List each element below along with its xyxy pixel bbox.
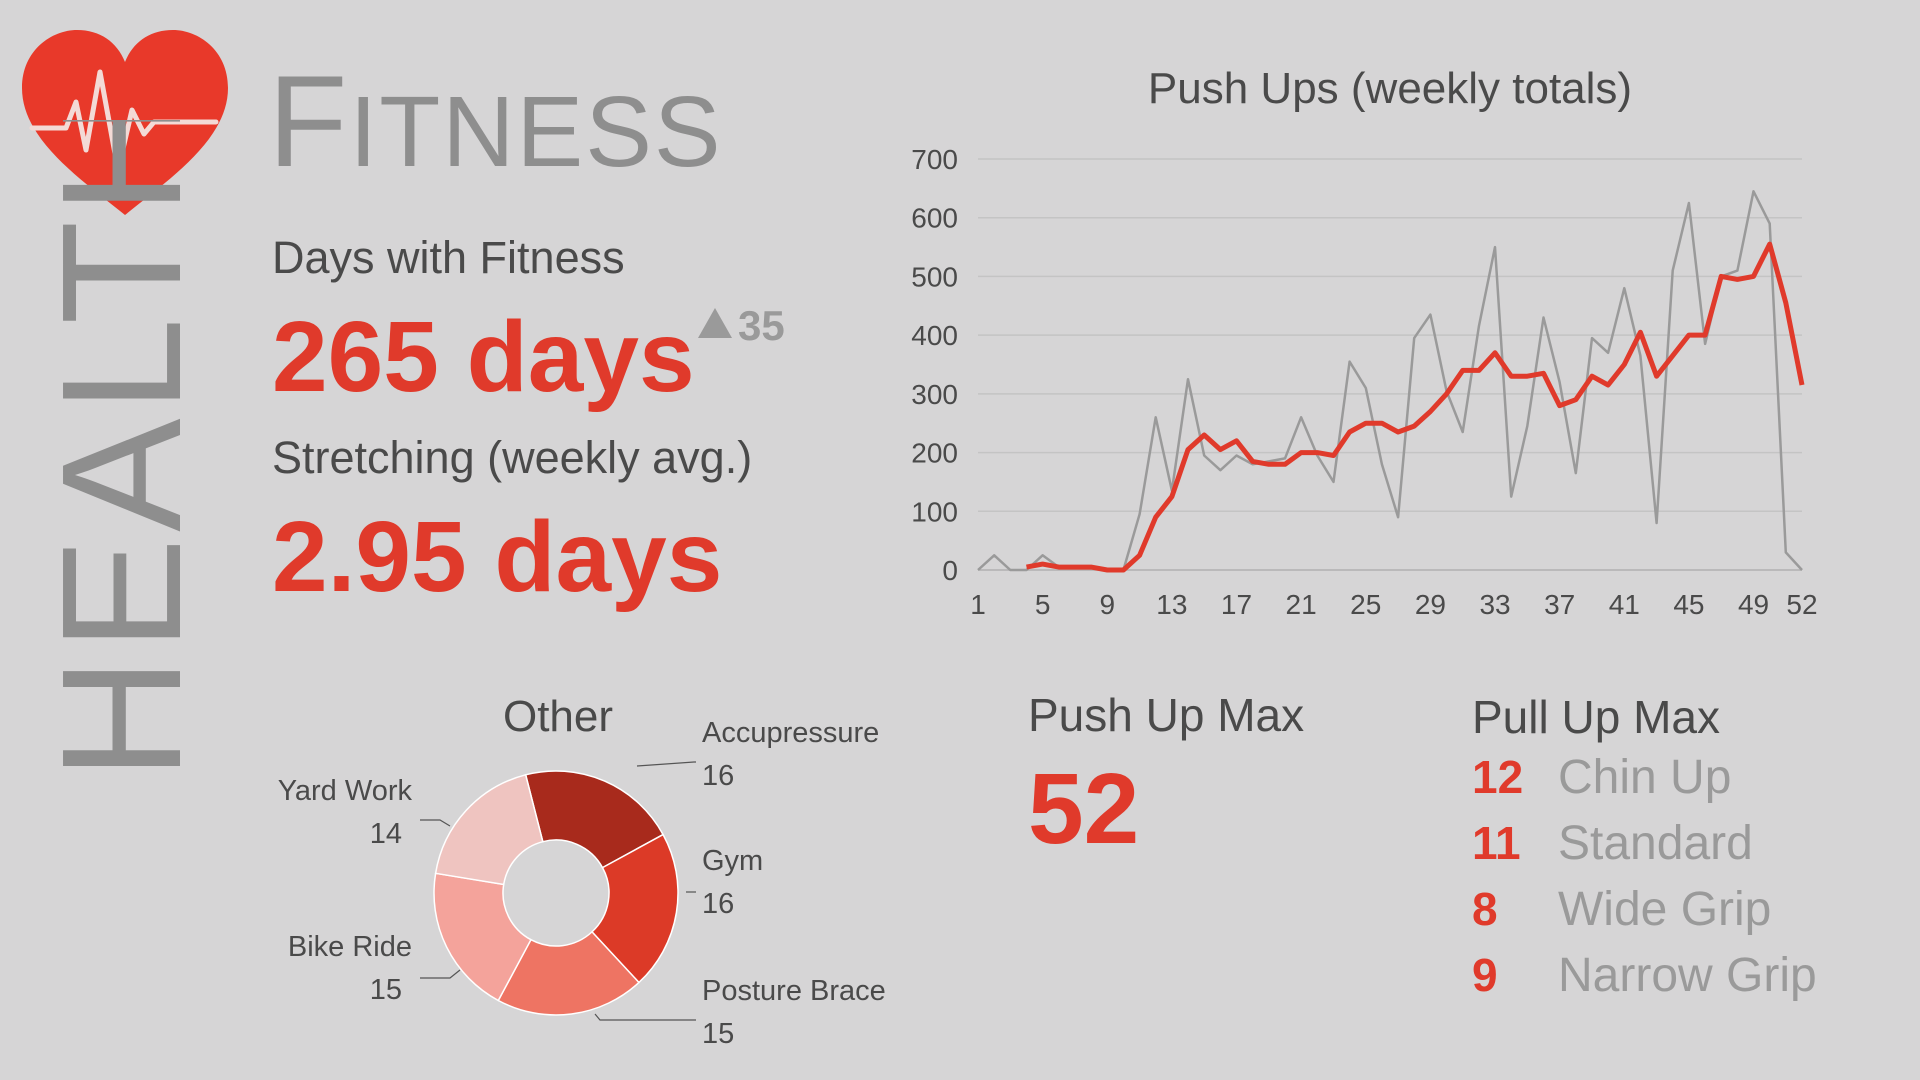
donut-slice-posture-brace (497, 930, 640, 1016)
x-tick-label: 21 (1286, 589, 1317, 620)
x-tick-label: 52 (1786, 589, 1817, 620)
donut-category-label: Bike Ride (288, 931, 412, 963)
y-tick-label: 0 (942, 555, 958, 586)
x-tick-label: 41 (1609, 589, 1640, 620)
days-with-fitness-label: Days with Fitness (272, 232, 625, 283)
stretching-value: 2.95 days (272, 501, 723, 613)
pull-up-count: 9 (1472, 949, 1498, 1001)
y-tick-label: 600 (911, 203, 958, 234)
page-title-initial: F (268, 48, 350, 194)
donut-value-label: 15 (370, 974, 402, 1006)
weekly-total-series-line (977, 190, 1803, 572)
donut-leader-line (420, 969, 461, 979)
chart-title: Push Ups (weekly totals) (1148, 64, 1632, 113)
donut-slice-bike-ride (433, 872, 532, 1002)
vertical-title-text: HEALTH (27, 120, 217, 780)
other-donut-chart: Other Accupressure 16 Gym 16 Posture Brace 15 B… (278, 692, 886, 1050)
donut-leader-line (594, 1013, 696, 1021)
donut-category-label: Gym (702, 845, 763, 877)
x-tick-label: 17 (1221, 589, 1252, 620)
pull-up-count: 8 (1472, 883, 1498, 935)
x-tick-label: 1 (970, 589, 986, 620)
donut-leader-line (420, 819, 451, 827)
donut-slice-accupressure (524, 770, 665, 869)
x-tick-label: 25 (1350, 589, 1381, 620)
heart-with-heartbeat-icon (22, 30, 228, 215)
moving-average-series-line (1026, 241, 1805, 573)
days-delta: 35 (698, 302, 785, 350)
y-tick-label: 400 (911, 320, 958, 351)
x-tick-label: 49 (1738, 589, 1769, 620)
donut-leader-line (636, 761, 696, 767)
x-tick-label: 37 (1544, 589, 1575, 620)
pull-up-row: 11 Standard (1472, 816, 1753, 876)
page-title-rest: ITNESS (349, 76, 723, 188)
pull-up-name: Chin Up (1558, 751, 1732, 804)
push-ups-line-chart: Push Ups (weekly totals) 0 100 200 300 400 500… (911, 64, 1817, 620)
pull-up-count: 11 (1472, 817, 1521, 869)
donut-value-label: 16 (702, 760, 734, 792)
pull-up-name: Narrow Grip (1558, 949, 1817, 1002)
x-tick-label: 9 (1099, 589, 1115, 620)
stretching-label: Stretching (weekly avg.) (272, 432, 753, 483)
x-tick-label: 5 (1035, 589, 1051, 620)
days-delta-value: 35 (738, 302, 785, 349)
push-up-max-label: Push Up Max (1028, 689, 1305, 741)
donut-value-label: 15 (702, 1018, 734, 1050)
vertical-page-title: HEALTH (27, 120, 217, 780)
donut-value-label: 16 (702, 888, 734, 920)
pull-up-row: 12 Chin Up (1472, 750, 1731, 810)
pull-up-count: 12 (1472, 751, 1524, 803)
y-tick-label: 700 (911, 144, 958, 175)
pull-up-max-label: Pull Up Max (1472, 691, 1720, 743)
pull-up-row: 8 Wide Grip (1472, 882, 1771, 942)
x-tick-label: 33 (1479, 589, 1510, 620)
y-tick-label: 200 (911, 438, 958, 469)
donut-category-label: Posture Brace (702, 975, 886, 1007)
x-tick-label: 13 (1156, 589, 1187, 620)
donut-value-label: 14 (370, 818, 402, 850)
donut-category-label: Accupressure (702, 717, 879, 749)
x-tick-label: 29 (1415, 589, 1446, 620)
push-up-max-value: 52 (1028, 753, 1140, 865)
donut-category-label: Yard Work (278, 775, 413, 807)
donut-slice-gym (590, 833, 679, 984)
x-tick-label: 45 (1673, 589, 1704, 620)
days-with-fitness-value: 265 days (272, 301, 695, 413)
y-tick-label: 500 (911, 261, 958, 292)
pull-up-name: Standard (1558, 817, 1753, 870)
page-title: FITNESS (268, 56, 723, 197)
donut-slice-yard-work (434, 773, 544, 886)
pull-up-row: 9 Narrow Grip (1472, 948, 1817, 1008)
y-tick-label: 100 (911, 496, 958, 527)
up-triangle-icon (698, 308, 732, 338)
pull-up-name: Wide Grip (1558, 883, 1772, 936)
donut-title: Other (503, 692, 613, 741)
y-tick-label: 300 (911, 379, 958, 410)
